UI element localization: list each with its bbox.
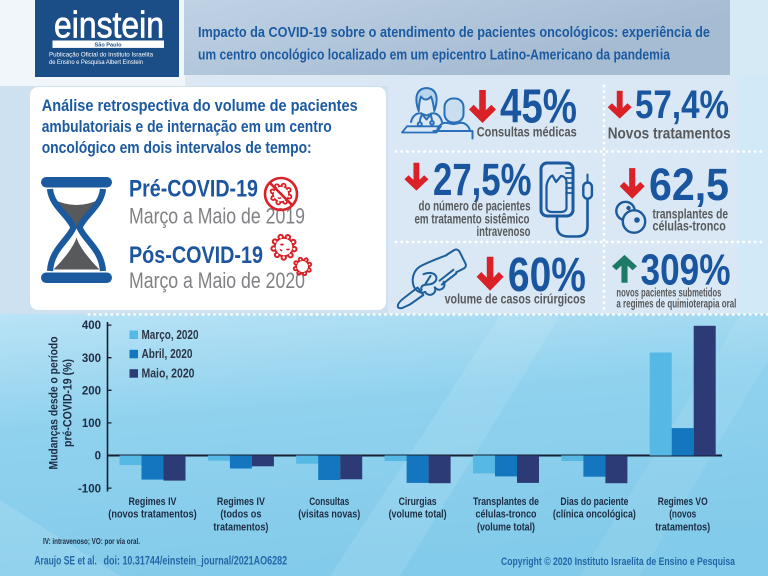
svg-text:novos pacientes submetidos: novos pacientes submetidos — [616, 285, 721, 299]
svg-text:Consultas médicas: Consultas médicas — [477, 124, 577, 140]
svg-text:(volume total): (volume total) — [477, 521, 535, 533]
svg-text:(todos os: (todos os — [220, 509, 261, 521]
svg-text:45%: 45% — [500, 81, 577, 134]
svg-text:Transplantes de: Transplantes de — [473, 496, 539, 508]
svg-text:tratamentos): tratamentos) — [213, 521, 268, 533]
svg-text:intravenoso: intravenoso — [477, 224, 531, 239]
svg-text:Análise retrospectiva do volum: Análise retrospectiva do volume de pacie… — [42, 97, 358, 115]
svg-text:volume de casos cirúrgicos: volume de casos cirúrgicos — [445, 292, 586, 307]
svg-text:Mudanças desde o período: Mudanças desde o período — [49, 337, 61, 470]
svg-text:Março, 2020: Março, 2020 — [142, 328, 199, 342]
svg-text:do número de pacientes: do número de pacientes — [419, 198, 531, 213]
svg-text:60%: 60% — [508, 249, 586, 302]
svg-text:Copyright © 2020 Instituto Isr: Copyright © 2020 Instituto Israelita de … — [501, 556, 736, 568]
svg-text:células-tronco: células-tronco — [653, 219, 726, 234]
svg-text:Março a Maio de 2019: Março a Maio de 2019 — [129, 203, 305, 228]
svg-text:Regimes VO: Regimes VO — [658, 496, 708, 508]
svg-text:tratamentos): tratamentos) — [655, 521, 710, 533]
svg-text:Março a Maio de 2020: Março a Maio de 2020 — [129, 268, 305, 293]
svg-text:62,5: 62,5 — [649, 159, 729, 210]
svg-text:Regimes IV: Regimes IV — [129, 496, 178, 508]
svg-text:200: 200 — [82, 386, 101, 398]
svg-text:São Paulo: São Paulo — [95, 42, 122, 48]
svg-text:oncológico em dois intervalos: oncológico em dois intervalos de tempo: — [42, 139, 312, 157]
svg-text:pré-COVID-19 (%): pré-COVID-19 (%) — [63, 359, 75, 447]
svg-text:309%: 309% — [641, 245, 731, 294]
svg-text:Novos tratamentos: Novos tratamentos — [608, 126, 731, 143]
svg-text:doi: 10.31744/einstein_journal: doi: 10.31744/einstein_journal/2021AO628… — [104, 556, 288, 568]
svg-text:Impacto da COVID-19 sobre o at: Impacto da COVID-19 sobre o atendimento … — [198, 25, 710, 41]
svg-text:IV: intravenoso; VO: por via o: IV: intravenoso; VO: por via oral. — [43, 537, 140, 546]
svg-text:transplantes de: transplantes de — [653, 207, 729, 222]
svg-text:células-tronco: células-tronco — [476, 509, 537, 521]
svg-text:Maio, 2020: Maio, 2020 — [142, 367, 195, 381]
svg-text:(clínica oncológica): (clínica oncológica) — [553, 509, 636, 521]
svg-text:-100: -100 — [78, 483, 101, 495]
svg-text:de Ensino e Pesquisa Albert Ei: de Ensino e Pesquisa Albert Einstein — [49, 59, 143, 66]
svg-text:Regimes IV: Regimes IV — [217, 496, 266, 508]
svg-text:400: 400 — [82, 320, 101, 332]
svg-text:Pré-COVID-19: Pré-COVID-19 — [129, 176, 258, 203]
svg-text:Consultas: Consultas — [309, 496, 349, 508]
svg-text:(novos: (novos — [669, 509, 696, 521]
svg-text:(volume total): (volume total) — [389, 509, 447, 521]
svg-text:100: 100 — [82, 418, 101, 430]
svg-text:27,5%: 27,5% — [433, 154, 532, 205]
svg-text:(visitas novas): (visitas novas) — [298, 509, 360, 521]
svg-text:einstein: einstein — [54, 5, 164, 46]
svg-text:Abril, 2020: Abril, 2020 — [142, 347, 193, 361]
svg-text:(novos tratamentos): (novos tratamentos) — [108, 509, 197, 521]
svg-text:em tratamento sistêmico: em tratamento sistêmico — [415, 212, 530, 227]
svg-text:Publicação Oficial do Institut: Publicação Oficial do Instituto Israelit… — [49, 51, 153, 58]
svg-text:ambulatoriais e de internação: ambulatoriais e de internação em um cent… — [42, 118, 332, 136]
svg-text:300: 300 — [82, 353, 101, 365]
svg-text:Dias do paciente: Dias do paciente — [560, 496, 628, 508]
svg-text:Pós-COVID-19: Pós-COVID-19 — [129, 242, 263, 269]
svg-text:um centro oncológico localizad: um centro oncológico localizado em um ep… — [198, 48, 671, 64]
svg-text:Araujo SE et al.: Araujo SE et al. — [34, 556, 97, 568]
svg-text:a regimes de quimioterapia ora: a regimes de quimioterapia oral — [616, 296, 736, 310]
svg-text:0: 0 — [95, 451, 101, 463]
svg-text:Cirurgias: Cirurgias — [399, 496, 437, 508]
svg-text:57,4%: 57,4% — [635, 83, 729, 127]
